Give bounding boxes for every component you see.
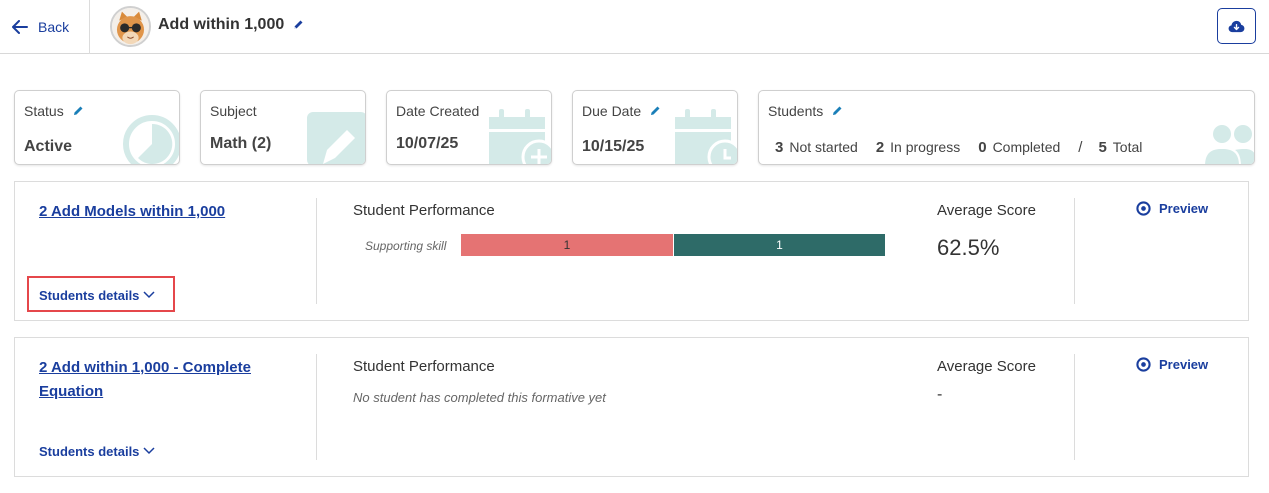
back-button[interactable]: Back xyxy=(12,17,69,37)
column-divider xyxy=(316,354,317,460)
students-details-toggle[interactable]: Students details xyxy=(39,285,155,305)
not-started-count: 3 xyxy=(775,139,784,156)
highlight-annotation-box xyxy=(27,276,175,312)
supporting-skill-label: Supporting skill xyxy=(365,239,447,253)
formative-row-2: 2 Add within 1,000 - Complete Equation S… xyxy=(14,337,1249,477)
calendar-clock-icon xyxy=(675,109,737,164)
preview-label: Preview xyxy=(1159,357,1209,372)
performance-bar: 1 1 xyxy=(461,234,885,256)
title-text: Add within 1,000 xyxy=(158,16,285,33)
status-label: Status xyxy=(24,103,64,119)
bar-segment-above[interactable]: 1 xyxy=(674,234,885,256)
column-divider xyxy=(316,198,317,304)
cat-avatar-icon xyxy=(112,8,149,45)
in-progress-count: 2 xyxy=(875,139,885,156)
preview-label: Preview xyxy=(1159,201,1209,216)
students-details-toggle[interactable]: Students details xyxy=(39,441,155,461)
clock-icon xyxy=(123,115,179,164)
preview-button[interactable]: Preview xyxy=(1136,201,1208,216)
date-created-card: Date Created 10/07/25 xyxy=(386,90,552,165)
students-label: Students xyxy=(768,103,824,119)
average-score-label: Average Score xyxy=(937,358,1036,375)
total-label: Total xyxy=(1112,139,1143,155)
average-score-value: 62.5% xyxy=(937,235,1000,260)
formative-row-1: 2 Add Models within 1,000 Students detai… xyxy=(14,181,1249,321)
back-label: Back xyxy=(38,19,70,35)
formative-title-link[interactable]: 2 Add Models within 1,000 xyxy=(39,203,226,220)
students-details-label: Students details xyxy=(39,287,140,303)
bar-segment-below[interactable]: 1 xyxy=(461,234,673,256)
status-value: Active xyxy=(24,138,73,155)
students-details-label: Students details xyxy=(39,443,140,459)
edit-students-pencil-icon[interactable] xyxy=(831,105,843,117)
pencil-icon xyxy=(307,112,365,164)
calendar-plus-icon xyxy=(489,109,551,164)
subject-card: Subject Math (2) xyxy=(200,90,366,165)
subject-value: Math (2) xyxy=(210,135,272,152)
student-stats: 3 Not started 2 In progress 0 Completed … xyxy=(775,139,1160,156)
status-label-wrap: Status xyxy=(24,103,84,119)
cloud-download-icon xyxy=(1228,20,1245,32)
edit-due-date-pencil-icon[interactable] xyxy=(649,105,661,117)
top-header: Back Add within 1,000 xyxy=(0,0,1269,54)
eye-icon xyxy=(1136,201,1151,216)
students-label-wrap: Students xyxy=(768,103,843,119)
students-card: Students 3 Not started 2 In progress 0 C… xyxy=(758,90,1255,165)
eye-icon xyxy=(1136,357,1151,372)
due-date-label: Due Date xyxy=(582,103,642,119)
total-separator: / xyxy=(1078,139,1083,156)
formative-title-link[interactable]: 2 Add within 1,000 - Complete Equation xyxy=(39,359,251,400)
not-started-label: Not started xyxy=(789,139,858,155)
student-performance-label: Student Performance xyxy=(353,202,495,219)
arrow-left-icon xyxy=(12,20,28,34)
no-completion-message: No student has completed this formative … xyxy=(353,390,606,405)
edit-status-pencil-icon[interactable] xyxy=(72,105,84,117)
assignment-title: Add within 1,000 xyxy=(158,16,304,34)
date-created-value: 10/07/25 xyxy=(396,135,459,152)
completed-label: Completed xyxy=(992,139,1061,155)
chevron-down-icon xyxy=(143,447,155,455)
users-icon xyxy=(1205,125,1254,164)
student-performance-label: Student Performance xyxy=(353,358,495,375)
due-date-label-wrap: Due Date xyxy=(582,103,661,119)
avatar xyxy=(110,6,151,47)
due-date-value: 10/15/25 xyxy=(582,138,645,155)
edit-title-pencil-icon[interactable] xyxy=(292,19,304,31)
average-score-value: - xyxy=(937,386,943,403)
column-divider xyxy=(1074,198,1075,304)
preview-button[interactable]: Preview xyxy=(1136,357,1208,372)
completed-count: 0 xyxy=(978,139,987,156)
header-divider xyxy=(89,0,90,54)
column-divider xyxy=(1074,354,1075,460)
total-count: 5 xyxy=(1098,139,1107,156)
average-score-label: Average Score xyxy=(937,202,1036,219)
subject-label: Subject xyxy=(210,103,257,119)
in-progress-label: In progress xyxy=(890,139,961,155)
chevron-down-icon xyxy=(143,291,155,299)
cloud-download-button[interactable] xyxy=(1217,8,1256,44)
date-created-label: Date Created xyxy=(396,103,480,119)
due-date-card: Due Date 10/15/25 xyxy=(572,90,738,165)
status-card: Status Active xyxy=(14,90,180,165)
